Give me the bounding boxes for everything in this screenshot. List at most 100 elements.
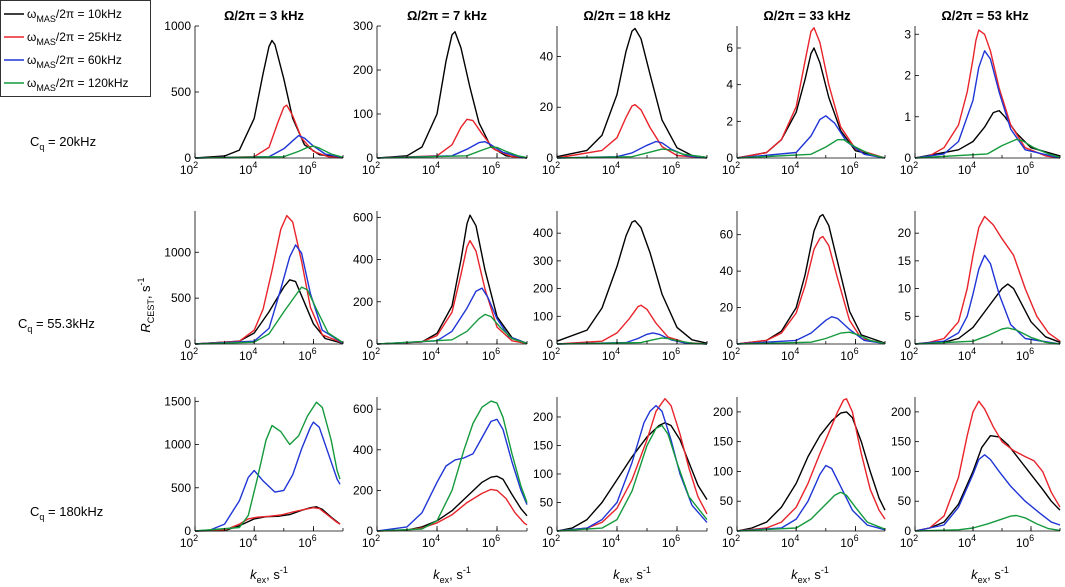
y-tick-label: 60 bbox=[720, 228, 734, 242]
panel: 0 5 10 15 20 102 104 106 bbox=[898, 211, 1061, 363]
series-line bbox=[736, 235, 886, 345]
x-tick-label: 104 bbox=[602, 160, 620, 177]
series-line bbox=[736, 331, 886, 345]
panel: 0 500 1000 1500 102 104 106 bbox=[164, 394, 344, 550]
x-axis-label: kex, s-1 bbox=[433, 565, 471, 585]
y-tick-label: 0 bbox=[366, 151, 373, 165]
x-tick-label: 102 bbox=[542, 533, 560, 550]
x-tick-label: 106 bbox=[1016, 533, 1034, 550]
panel: 0 20 40 60 102 104 106 bbox=[720, 211, 886, 363]
x-tick-label: 102 bbox=[900, 533, 918, 550]
x-tick-label: 102 bbox=[722, 533, 740, 550]
y-tick-label: 100 bbox=[353, 107, 373, 121]
panel: 0 1 2 3 102 104 106 bbox=[900, 26, 1061, 177]
panel: 0 500 1000 102 104 106 bbox=[164, 211, 344, 363]
y-tick-label: 100 bbox=[891, 464, 911, 478]
series-line bbox=[736, 47, 886, 159]
y-tick-label: 15 bbox=[898, 254, 912, 268]
x-tick-label: 104 bbox=[602, 346, 620, 363]
series-line bbox=[736, 464, 886, 532]
y-tick-label: 100 bbox=[533, 467, 553, 481]
series-line bbox=[376, 239, 528, 345]
row-label: Cq = 180kHz bbox=[30, 504, 103, 522]
y-tick-label: 20 bbox=[540, 100, 554, 114]
series-line bbox=[914, 454, 1061, 532]
y-tick-label: 500 bbox=[171, 291, 191, 305]
series-line bbox=[194, 244, 344, 345]
series-line bbox=[736, 316, 886, 345]
x-tick-label: 106 bbox=[482, 160, 500, 177]
y-tick-label: 200 bbox=[353, 483, 373, 497]
panel: 0 50 100 150 200 102 104 106 bbox=[891, 397, 1061, 550]
series-line bbox=[376, 488, 528, 532]
series-line bbox=[736, 398, 886, 532]
y-tick-label: 200 bbox=[533, 282, 553, 296]
x-tick-label: 104 bbox=[239, 533, 257, 550]
y-tick-label: 2 bbox=[726, 114, 733, 128]
series-line bbox=[914, 109, 1061, 159]
x-tick-label: 106 bbox=[840, 160, 858, 177]
panel: 0 20 40 102 104 106 bbox=[540, 26, 708, 177]
series-line bbox=[194, 279, 344, 345]
series-line bbox=[194, 401, 341, 532]
x-tick-label: 104 bbox=[422, 346, 440, 363]
series-line bbox=[376, 141, 528, 159]
series-line bbox=[556, 220, 708, 344]
y-tick-label: 5 bbox=[904, 309, 911, 323]
y-tick-label: 1 bbox=[904, 110, 911, 124]
series-line bbox=[194, 145, 344, 159]
series-line bbox=[736, 411, 886, 532]
y-tick-label: 0 bbox=[726, 151, 733, 165]
x-tick-label: 106 bbox=[482, 533, 500, 550]
series-line bbox=[194, 214, 344, 345]
row-label: Cq = 55.3kHz bbox=[18, 316, 95, 334]
x-tick-label: 104 bbox=[781, 346, 799, 363]
column-title: Ω/2π = 3 kHz bbox=[224, 8, 304, 23]
x-tick-label: 104 bbox=[958, 533, 976, 550]
y-tick-label: 0 bbox=[904, 524, 911, 538]
x-tick-label: 102 bbox=[180, 160, 198, 177]
y-tick-label: 300 bbox=[353, 19, 373, 33]
y-tick-label: 150 bbox=[713, 435, 733, 449]
y-tick-label: 500 bbox=[171, 85, 191, 99]
y-tick-label: 600 bbox=[353, 210, 373, 224]
y-tick-label: 300 bbox=[533, 254, 553, 268]
series-line bbox=[194, 507, 341, 532]
series-line bbox=[736, 491, 886, 532]
x-tick-label: 104 bbox=[239, 160, 257, 177]
y-axis-label: RCEST, s-1 bbox=[136, 277, 156, 332]
column-title: Ω/2π = 33 kHz bbox=[763, 8, 851, 23]
y-tick-label: 3 bbox=[904, 27, 911, 41]
x-tick-label: 102 bbox=[722, 160, 740, 177]
y-tick-label: 200 bbox=[713, 405, 733, 419]
column-title: Ω/2π = 18 kHz bbox=[583, 8, 671, 23]
column-title: Ω/2π = 53 kHz bbox=[941, 8, 1029, 23]
series-line bbox=[736, 115, 886, 159]
y-tick-label: 400 bbox=[353, 253, 373, 267]
y-tick-label: 400 bbox=[353, 443, 373, 457]
series-line bbox=[914, 215, 1061, 345]
x-tick-label: 106 bbox=[840, 346, 858, 363]
y-tick-label: 0 bbox=[366, 524, 373, 538]
legend: ωMAS/2π = 10kHz ωMAS/2π = 25kHz ωMAS/2π … bbox=[0, 0, 151, 97]
y-tick-label: 50 bbox=[720, 494, 734, 508]
series-line bbox=[556, 27, 708, 159]
y-tick-label: 1500 bbox=[164, 394, 191, 408]
series-line bbox=[194, 134, 344, 159]
y-tick-label: 40 bbox=[720, 264, 734, 278]
series-line bbox=[194, 104, 344, 159]
y-tick-label: 10 bbox=[898, 282, 912, 296]
legend-entry: ωMAS/2π = 120kHz bbox=[4, 76, 129, 93]
legend-entry: ωMAS/2π = 25kHz bbox=[4, 30, 122, 47]
y-tick-label: 1000 bbox=[164, 19, 191, 33]
series-line bbox=[914, 435, 1061, 532]
y-tick-label: 50 bbox=[898, 494, 912, 508]
series-line bbox=[376, 400, 528, 532]
series-line bbox=[194, 506, 341, 532]
series-line bbox=[376, 146, 528, 159]
series-line bbox=[376, 214, 528, 345]
y-tick-label: 0 bbox=[546, 151, 553, 165]
series-line bbox=[194, 421, 341, 532]
y-tick-label: 6 bbox=[726, 41, 733, 55]
y-tick-label: 200 bbox=[353, 63, 373, 77]
